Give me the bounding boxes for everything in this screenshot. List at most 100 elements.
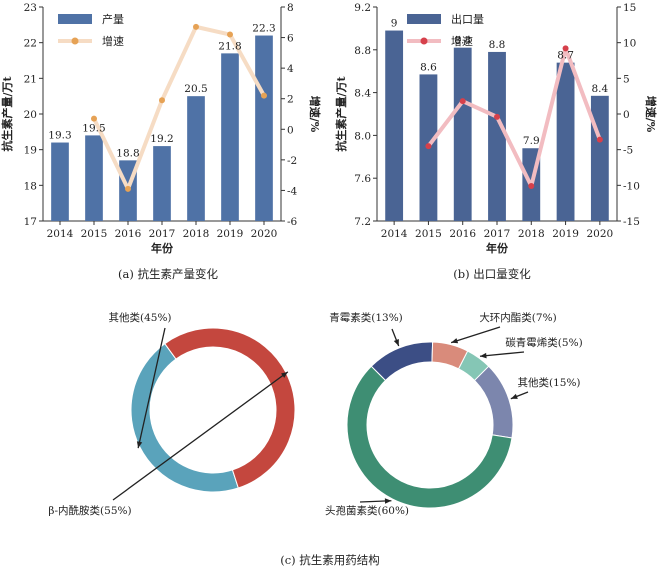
left-tick-label: 8.0 — [354, 130, 371, 142]
growth-line — [92, 24, 266, 191]
x-tick-label: 2020 — [251, 228, 278, 240]
data-label-2018: 7.9 — [523, 135, 540, 147]
legend-line-marker — [71, 37, 79, 45]
right-tick-label: -6 — [287, 216, 298, 228]
growth-point-2018 — [193, 23, 199, 30]
data-label-2020: 22.3 — [252, 23, 275, 35]
donut-arrowhead-0 — [393, 338, 399, 346]
production-chart: 19.319.518.819.220.521.822.3171819202122… — [0, 2, 322, 255]
right-tick-label: 4 — [287, 63, 294, 75]
right-axis-title: 增速/% — [644, 96, 658, 133]
x-axis-title: 年份 — [486, 241, 509, 255]
drug-subclass-donut: 青霉素类(13%) 大环内酯类(7%) 碳青霉烯类(5%) 其他类(15%) 头孢菌素类… — [325, 311, 583, 517]
left-tick-label: 20 — [24, 109, 37, 121]
x-tick-label: 2014 — [47, 228, 74, 240]
bar-2015 — [85, 135, 103, 221]
export-chart: 9 8.6 8.8 8.8 7.9 8.7 8.4 7.2 7.6 8.0 8.4 8.8 9.2 -15… — [334, 2, 658, 255]
data-label-2017: 19.2 — [150, 133, 173, 145]
donut-arrowhead-1 — [451, 338, 459, 344]
right-tick-label: -15 — [623, 216, 640, 228]
left-tick-label: 18 — [24, 180, 37, 192]
donut-label-0: 青霉素类(13%) — [329, 311, 403, 324]
donut-label-4: 头孢菌素类(60%) — [325, 504, 409, 517]
left-tick-label: 8.8 — [354, 45, 371, 57]
bar-2017 — [153, 146, 171, 221]
bar-2016 — [453, 47, 472, 221]
data-label-2014: 19.3 — [48, 130, 71, 142]
bar-2017 — [488, 51, 506, 221]
donut-label-3: 其他类(15%) — [517, 376, 580, 389]
right-tick-label: -4 — [287, 185, 298, 197]
data-label-2014: 9 — [391, 18, 398, 30]
x-tick-label: 2020 — [586, 228, 613, 240]
legend-bar-swatch — [58, 14, 92, 24]
right-tick-label: -10 — [623, 180, 640, 192]
data-label-2019: 8.7 — [557, 50, 574, 62]
growth-line — [426, 46, 602, 189]
left-tick-label: 7.2 — [354, 216, 371, 228]
donut-arrowhead-4 — [384, 498, 392, 504]
left-axis-title: 抗生素产量/万t — [334, 76, 348, 152]
right-tick-label: 0 — [287, 124, 294, 136]
right-tick-label: -5 — [623, 145, 633, 157]
growth-point-2020 — [596, 136, 603, 143]
x-tick-label: 2018 — [183, 228, 210, 240]
growth-point-2018 — [528, 183, 535, 190]
donut-leader-1 — [450, 326, 501, 344]
right-tick-label: 6 — [287, 33, 294, 45]
legend-line-label: 增速 — [102, 34, 124, 48]
x-tick-label: 2014 — [381, 228, 408, 240]
donut-arrowhead-3 — [510, 393, 518, 399]
data-label-2015: 8.6 — [420, 61, 437, 73]
growth-point-2015 — [425, 143, 432, 150]
x-tick-label: 2015 — [415, 228, 442, 240]
legend-line-marker — [420, 37, 428, 45]
growth-point-2015 — [91, 115, 97, 122]
donut-slice-3 — [473, 365, 514, 439]
legend-bar-label: 出口量 — [451, 12, 484, 26]
donut-label-2: 碳青霉烯类(5%) — [505, 336, 582, 349]
left-tick-label: 23 — [24, 2, 37, 14]
x-axis-title: 年份 — [151, 241, 174, 255]
bar-2018 — [187, 96, 205, 221]
right-tick-label: -2 — [287, 155, 297, 167]
caption-a: (a) 抗生素产量变化 — [118, 267, 218, 281]
right-tick-label: 15 — [623, 2, 636, 14]
donut-slice-0 — [130, 342, 239, 493]
x-tick-label: 2017 — [149, 228, 176, 240]
donut-label-0: 其他类(45%) — [108, 311, 171, 324]
caption-b: (b) 出口量变化 — [453, 267, 531, 281]
data-label-2016: 18.8 — [116, 147, 139, 159]
left-tick-label: 22 — [24, 38, 37, 50]
right-tick-label: 0 — [623, 109, 630, 121]
bar-2020 — [590, 95, 609, 221]
caption-c: (c) 抗生素用药结构 — [280, 553, 380, 567]
growth-point-2017 — [159, 97, 165, 104]
donut-slice-0 — [370, 341, 434, 382]
donut-label-1: β-内酰胺类(55%) — [48, 504, 131, 517]
x-tick-label: 2015 — [81, 228, 108, 240]
left-tick-label: 17 — [24, 216, 37, 228]
right-tick-label: 5 — [623, 73, 630, 85]
growth-point-2017 — [494, 113, 500, 120]
data-label-2018: 20.5 — [184, 83, 207, 95]
x-tick-label: 2016 — [449, 228, 476, 240]
x-tick-label: 2019 — [217, 228, 244, 240]
donut-leader-1 — [112, 371, 289, 501]
right-tick-label: 10 — [623, 38, 636, 50]
donut-arrowhead-2 — [479, 352, 487, 359]
left-tick-label: 9.2 — [354, 2, 371, 14]
x-tick-label: 2019 — [552, 228, 579, 240]
growth-point-2016 — [459, 98, 466, 105]
bar-2020 — [255, 35, 273, 222]
legend-bar-swatch — [407, 14, 441, 24]
bar-2019 — [221, 53, 239, 221]
left-axis-title: 抗生素产量/万t — [0, 76, 14, 152]
donut-leader-2 — [479, 351, 525, 357]
donut-arrowhead-0 — [136, 441, 143, 449]
drug-class-donut: 其他类(45%) β-内酰胺类(55%) — [48, 311, 296, 517]
growth-point-2020 — [261, 92, 267, 99]
bar-2014 — [385, 30, 404, 222]
legend-bar-label: 产量 — [102, 12, 124, 26]
